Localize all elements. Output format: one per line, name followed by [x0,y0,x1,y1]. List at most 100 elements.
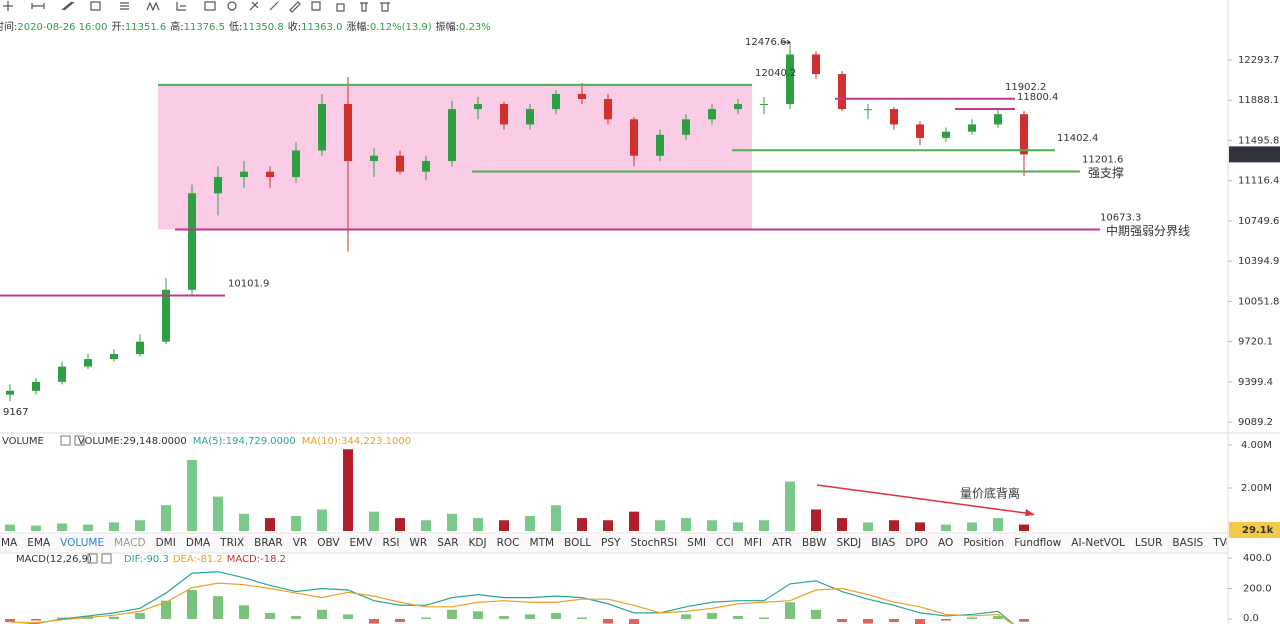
high-arrow [782,39,791,45]
macd-bar [135,612,145,619]
volume-bar [733,522,743,531]
indicator-tab[interactable]: BIAS [871,537,896,549]
macd-bar [57,617,67,619]
indicator-tab[interactable]: MA [1,537,18,549]
indicator-tab[interactable]: MACD [114,537,146,549]
volume-bar [343,449,353,531]
volume-bar [369,511,379,531]
indicator-tab[interactable]: StochRSI [630,537,678,549]
indicator-tab[interactable]: PSY [601,537,621,549]
indicator-tab[interactable]: SAR [437,537,459,549]
volume-bar [473,518,483,531]
icon-tool[interactable] [227,1,237,11]
indicator-tab[interactable]: VR [292,537,308,549]
indicator-tab[interactable]: ROC [496,537,520,549]
indicator-tab[interactable]: AI-NetVOL [1071,537,1125,549]
macd-bar [5,619,15,623]
hide-tool[interactable] [360,2,368,12]
volume-bar [551,505,561,531]
candle-body [58,366,66,382]
y-tick-label: 2.00M [1241,483,1272,494]
macd-bar [499,615,509,619]
indicator-tab[interactable]: WR [409,537,428,549]
macd-bar [733,615,743,619]
candle-body [370,155,378,162]
indicator-tab[interactable]: VOLUME [60,537,105,549]
info-bar: 时间:2020-08-26 16:00开:11351.6高:11376.5低:1… [0,20,491,33]
pencil-tool[interactable] [289,1,301,13]
indicator-tab[interactable]: KDJ [468,537,487,549]
indicator-tab[interactable]: Position [963,537,1005,549]
volume-bar [5,524,15,531]
indicator-tab[interactable]: BASIS [1172,537,1204,549]
indicator-tab[interactable]: TVolume [1213,537,1227,549]
pattern-tool[interactable] [176,2,186,11]
indicator-tab[interactable]: AO [938,537,954,549]
level-label: 10673.3 [1100,212,1141,223]
volume-header: VOLUME VOLUME:29,148.0000 MA(5):194,729.00… [2,436,411,447]
fib-tool[interactable] [120,2,129,10]
shape-tool[interactable] [90,1,101,11]
measure-tool[interactable] [249,1,259,11]
candle-body [630,119,638,156]
ruler-tool[interactable] [269,1,279,11]
y-tick-label: 9089.2 [1238,417,1273,428]
indicator-tab[interactable]: SKDJ [836,537,862,549]
lock-tool[interactable] [336,3,345,12]
indicator-tab[interactable]: MFI [743,537,762,549]
current-price-tag [1229,146,1280,163]
crosshair-tool[interactable] [3,1,13,11]
line-tool[interactable] [31,3,45,9]
macd-bar [395,619,405,623]
indicator-tab[interactable]: ATR [771,537,793,549]
candle-body [864,109,872,111]
indicator-tab[interactable]: EMV [349,537,373,549]
info-label: 高: [170,20,183,33]
info-value: 0.12%(13.9) [370,22,432,33]
indicator-tab[interactable]: CCI [716,537,734,549]
info-value: 0.23% [459,22,491,33]
indicator-tab[interactable]: DMA [185,537,211,549]
volume-bar [629,511,639,531]
indicator-tab[interactable]: DPO [905,537,929,549]
candle-body [812,54,820,75]
text-tool[interactable] [204,1,216,11]
delete-tool[interactable] [380,2,390,12]
macd-bar [421,617,431,619]
indicator-tab[interactable]: DMI [155,537,176,549]
indicator-tab[interactable]: EMA [27,537,51,549]
volume-bar [993,518,1003,531]
indicator-tab[interactable]: RSI [382,537,400,549]
candle-body [318,104,326,151]
info-label: 涨幅: [346,20,369,33]
candle-body [578,93,586,99]
volume-bar [187,460,197,531]
volume-bar [681,518,691,531]
indicator-tab[interactable]: Fundflow [1014,537,1062,549]
indicator-tab[interactable]: TRIX [220,537,245,549]
volume-bar [759,520,769,531]
dea-line [9,582,1014,624]
indicator-tab[interactable]: BOLL [564,537,592,549]
magnet-tool[interactable] [311,1,321,11]
macd-bar [31,619,41,621]
macd-bar [993,615,1003,619]
macd-bar [187,590,197,619]
indicator-tab[interactable]: SMI [687,537,706,549]
y-tick-label: 9399.4 [1238,377,1273,388]
divergence-arrowhead [1025,509,1035,516]
indicator-tab[interactable]: LSUR [1134,537,1163,549]
indicator-tab[interactable]: OBV [317,537,340,549]
indicator-tab[interactable]: MTM [529,537,555,549]
volume-bar [915,522,925,531]
macd-bar [291,615,301,619]
indicator-tab[interactable]: BBW [802,537,827,549]
indicator-tab[interactable]: BRAR [254,537,283,549]
channel-tool[interactable] [61,1,75,11]
settings-icon [87,553,98,564]
volume-readout: MA(10):344,223.1000 [302,436,411,447]
macd-bar [863,619,873,624]
info-label: 低: [229,20,242,33]
wave-tool[interactable] [146,1,160,12]
